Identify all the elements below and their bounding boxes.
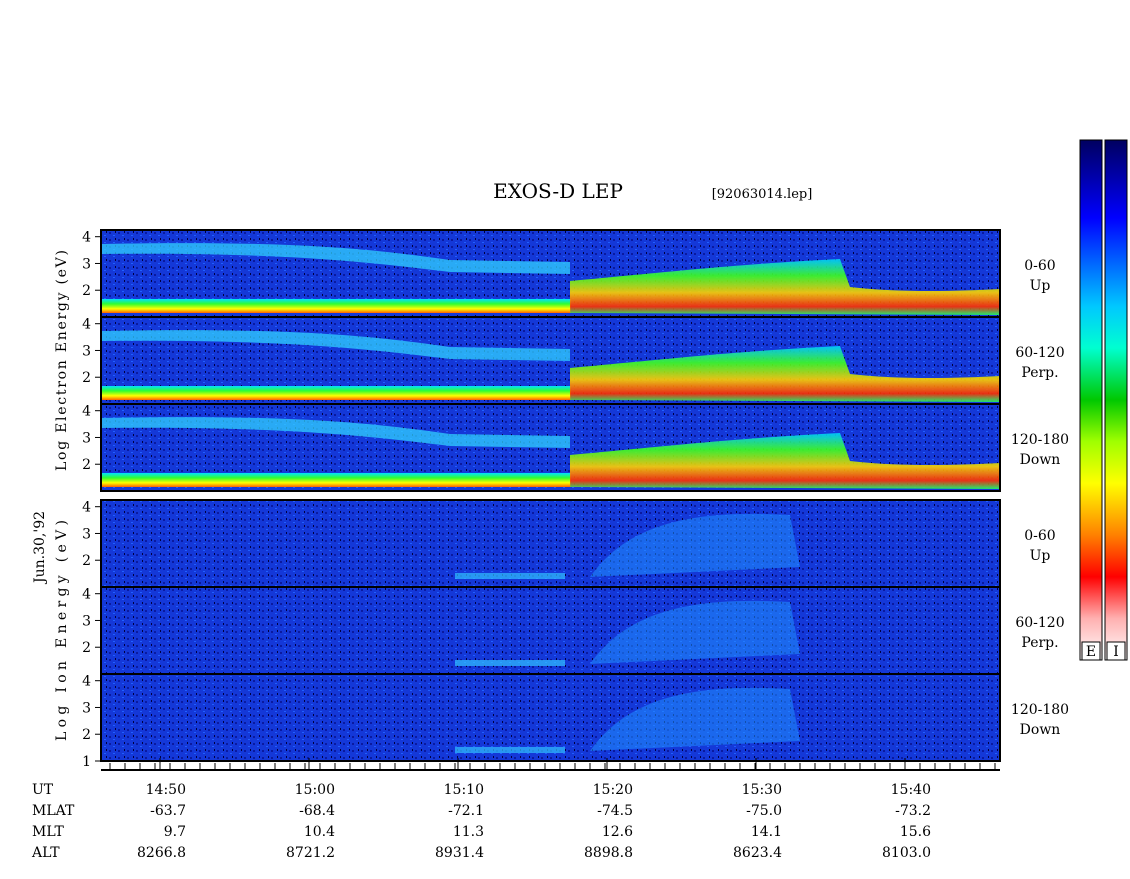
y-tick-label: 4 [82,674,91,690]
y-tick-label: 3 [82,343,91,359]
angle-label: 0-60 [1024,528,1055,544]
electron-low-band [101,299,571,313]
row-name: MLAT [32,803,75,819]
ion-feature [455,660,565,666]
y-tick-label: 3 [82,526,91,542]
y-tick-label: 3 [82,700,91,716]
row-value: 10.4 [304,824,335,840]
colorbar-label: E [1086,644,1096,660]
y-tick-label: 3 [82,613,91,629]
direction-label: Up [1030,548,1051,564]
row-value: 8898.8 [584,845,633,861]
row-value: -75.0 [746,803,782,819]
ion-feature [455,747,565,753]
direction-label: Perp. [1021,365,1058,381]
ion-feature [590,687,800,751]
row-value: -73.2 [895,803,931,819]
spectrogram-bg [101,674,1000,761]
file-name: [92063014.lep] [712,187,813,202]
direction-label: Down [1020,722,1061,738]
y-tick-label: 2 [82,370,91,386]
row-name: UT [32,782,54,798]
row-value: -68.4 [299,803,335,819]
panel-frame [100,403,1001,492]
colorbar-label: I [1113,644,1119,660]
y-tick-label: 3 [82,256,91,272]
row-value: 15:10 [444,782,484,798]
row-value: 15:30 [742,782,782,798]
direction-label: Down [1020,452,1061,468]
row-value: 9.7 [164,824,186,840]
angle-label: 60-120 [1015,345,1064,361]
row-value: 8721.2 [286,845,335,861]
row-value: 15:40 [891,782,931,798]
axis-label: Log Ion Energy (eV) [54,520,70,741]
y-tick-label: 4 [82,587,91,603]
electron-band [101,330,570,361]
row-value: -63.7 [150,803,186,819]
y-tick-label: 1 [82,754,91,770]
electron-low-band [101,473,571,487]
row-value: 8266.8 [137,845,186,861]
row-value: 15.6 [900,824,931,840]
row-value: 11.3 [453,824,484,840]
angle-label: 0-60 [1024,258,1055,274]
colorbar [1104,139,1128,661]
row-name: MLT [32,824,64,840]
angle-label: 120-180 [1011,432,1069,448]
electron-active [570,259,1000,315]
electron-active [570,433,1000,489]
y-tick-label: 4 [82,230,91,246]
colorbar-box [1106,641,1126,661]
row-value: 8623.4 [733,845,782,861]
electron-band [101,417,570,448]
electron-band [101,243,570,274]
row-value: 8103.0 [882,845,931,861]
row-value: 15:00 [295,782,335,798]
colorbar [1079,139,1103,661]
panel-frame [100,673,1001,762]
axis-label: Log Electron Energy (eV) [54,250,70,471]
row-value: 12.6 [602,824,633,840]
row-value: 8931.4 [435,845,484,861]
y-tick-label: 4 [82,500,91,516]
ion-feature [455,573,565,579]
row-value: 14:50 [146,782,186,798]
y-tick-label: 2 [82,727,91,743]
row-value: -74.5 [597,803,633,819]
y-tick-label: 2 [82,553,91,569]
y-tick-label: 4 [82,317,91,333]
row-value: -72.1 [448,803,484,819]
electron-active [570,346,1000,402]
y-tick-label: 3 [82,430,91,446]
y-tick-label: 2 [82,640,91,656]
angle-label: 120-180 [1011,702,1069,718]
ion-feature [590,513,800,577]
angle-label: 60-120 [1015,615,1064,631]
spectrogram-bg [101,500,1000,587]
y-tick-label: 2 [82,457,91,473]
row-value: 14.1 [751,824,782,840]
row-value: 15:20 [593,782,633,798]
spectrogram-bg [101,587,1000,674]
title: EXOS-D LEP [493,179,623,203]
direction-label: Up [1030,278,1051,294]
y-tick-label: 2 [82,283,91,299]
ion-feature [590,600,800,664]
electron-low-band [101,386,571,400]
date-label: Jun.30,'92 [32,511,48,585]
direction-label: Perp. [1021,635,1058,651]
colorbar-box [1081,641,1101,661]
row-name: ALT [31,845,60,861]
y-tick-label: 4 [82,404,91,420]
